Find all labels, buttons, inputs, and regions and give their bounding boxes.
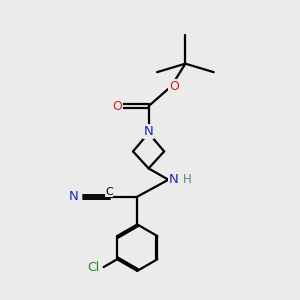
Text: Cl: Cl [87,260,99,274]
Text: N: N [144,125,154,138]
Text: N: N [69,190,78,203]
Text: N: N [168,173,178,186]
Text: H: H [183,173,191,186]
Text: O: O [112,100,122,112]
Text: C: C [105,187,113,196]
Text: O: O [169,80,179,93]
